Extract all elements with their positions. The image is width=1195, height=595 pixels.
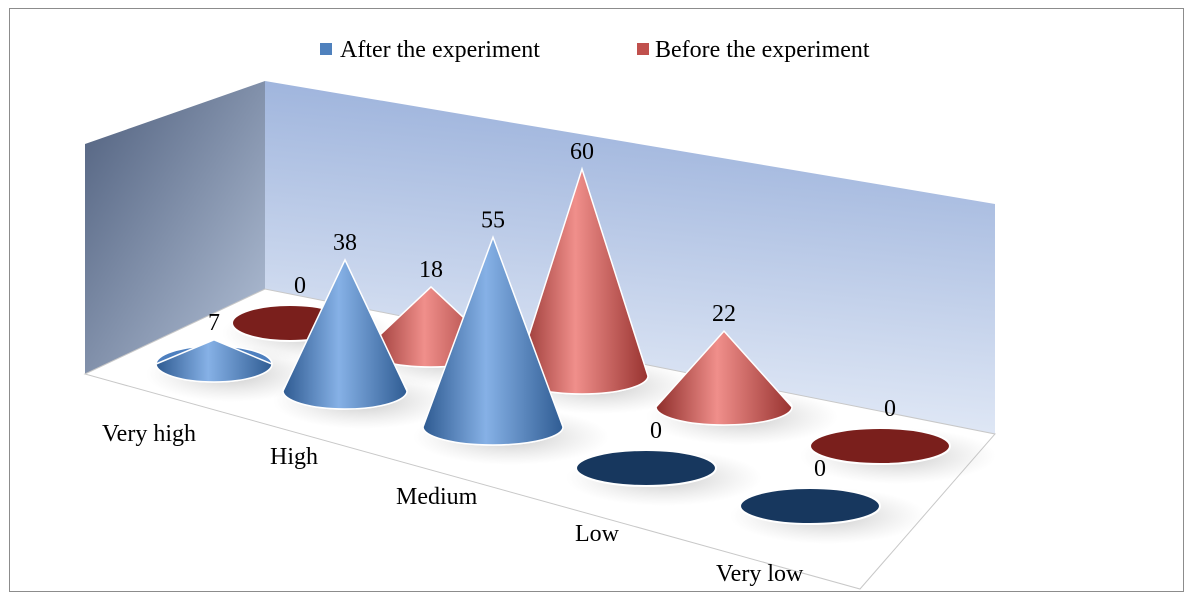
cone-body-after <box>155 339 273 383</box>
data-label-after: 0 <box>814 456 826 482</box>
legend-swatch-before <box>637 43 649 55</box>
cone-body-before <box>655 329 793 426</box>
category-label: Medium <box>396 484 478 510</box>
back-wall <box>265 81 995 434</box>
cone-after <box>155 339 273 383</box>
cone-after <box>575 449 717 487</box>
cone-base-before <box>809 427 951 465</box>
cone-after <box>282 258 408 410</box>
data-label-before: 18 <box>419 257 443 283</box>
category-axis: Very high High Medium Low Very low <box>102 421 804 587</box>
category-label: Very high <box>102 421 196 447</box>
data-label-before: 22 <box>712 301 736 327</box>
cone-layer: 0 18 60 22 0 7 38 55 0 0 <box>155 139 951 525</box>
cone-before <box>809 427 951 465</box>
cone-chart: 0 18 60 22 0 7 38 55 0 0 After the experiment Bef… <box>83 37 996 590</box>
category-label: Very low <box>716 561 804 587</box>
cone-body-after <box>282 258 408 410</box>
data-label-after: 0 <box>650 418 662 444</box>
legend-swatch-after <box>320 43 332 55</box>
data-label-before: 0 <box>884 396 896 422</box>
data-label-after: 7 <box>208 310 220 336</box>
chart-frame: 0 18 60 22 0 7 38 55 0 0 After the experiment Bef… <box>9 8 1184 592</box>
data-label-after: 55 <box>481 207 505 233</box>
data-label-before: 60 <box>570 139 594 165</box>
category-label: High <box>270 444 318 470</box>
legend: After the experiment Before the experime… <box>320 37 870 63</box>
cone-before <box>655 329 793 426</box>
legend-label-after: After the experiment <box>340 37 540 63</box>
cone-after <box>422 235 564 446</box>
side-wall <box>85 81 265 374</box>
category-label: Low <box>575 521 620 547</box>
legend-label-before: Before the experiment <box>655 37 870 63</box>
cone-base-after <box>739 487 881 525</box>
cone-after <box>739 487 881 525</box>
data-label-before: 0 <box>294 273 306 299</box>
cone-base-after <box>575 449 717 487</box>
cone-body-after <box>422 235 564 446</box>
data-label-after: 38 <box>333 230 357 256</box>
